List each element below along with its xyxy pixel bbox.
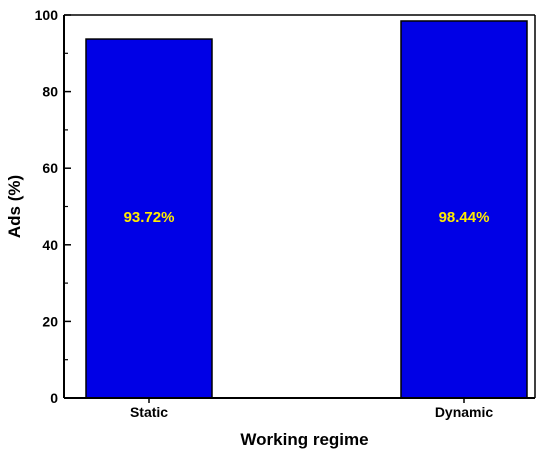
x-axis-title: Working regime bbox=[240, 430, 368, 449]
bar-dynamic bbox=[400, 20, 528, 399]
y-tick-label: 100 bbox=[35, 7, 59, 23]
y-tick-label: 60 bbox=[42, 160, 58, 176]
data-label-static: 93.72% bbox=[124, 209, 175, 226]
data-label-dynamic: 98.44% bbox=[439, 209, 490, 226]
bars-layer bbox=[85, 20, 528, 399]
y-axis-title: Ads (%) bbox=[5, 175, 24, 238]
x-tick-label-dynamic: Dynamic bbox=[435, 404, 494, 420]
x-tick-label-static: Static bbox=[130, 404, 168, 420]
y-tick-label: 20 bbox=[42, 313, 58, 329]
labels-layer: 93.72% 98.44% bbox=[124, 209, 490, 226]
y-tick-label: 0 bbox=[50, 390, 58, 406]
y-tick-label: 40 bbox=[42, 237, 58, 253]
bar-static bbox=[85, 38, 213, 399]
axes-layer: 0 20 40 60 80 100 Static Dynamic bbox=[35, 7, 536, 420]
y-tick-label: 80 bbox=[42, 84, 58, 100]
